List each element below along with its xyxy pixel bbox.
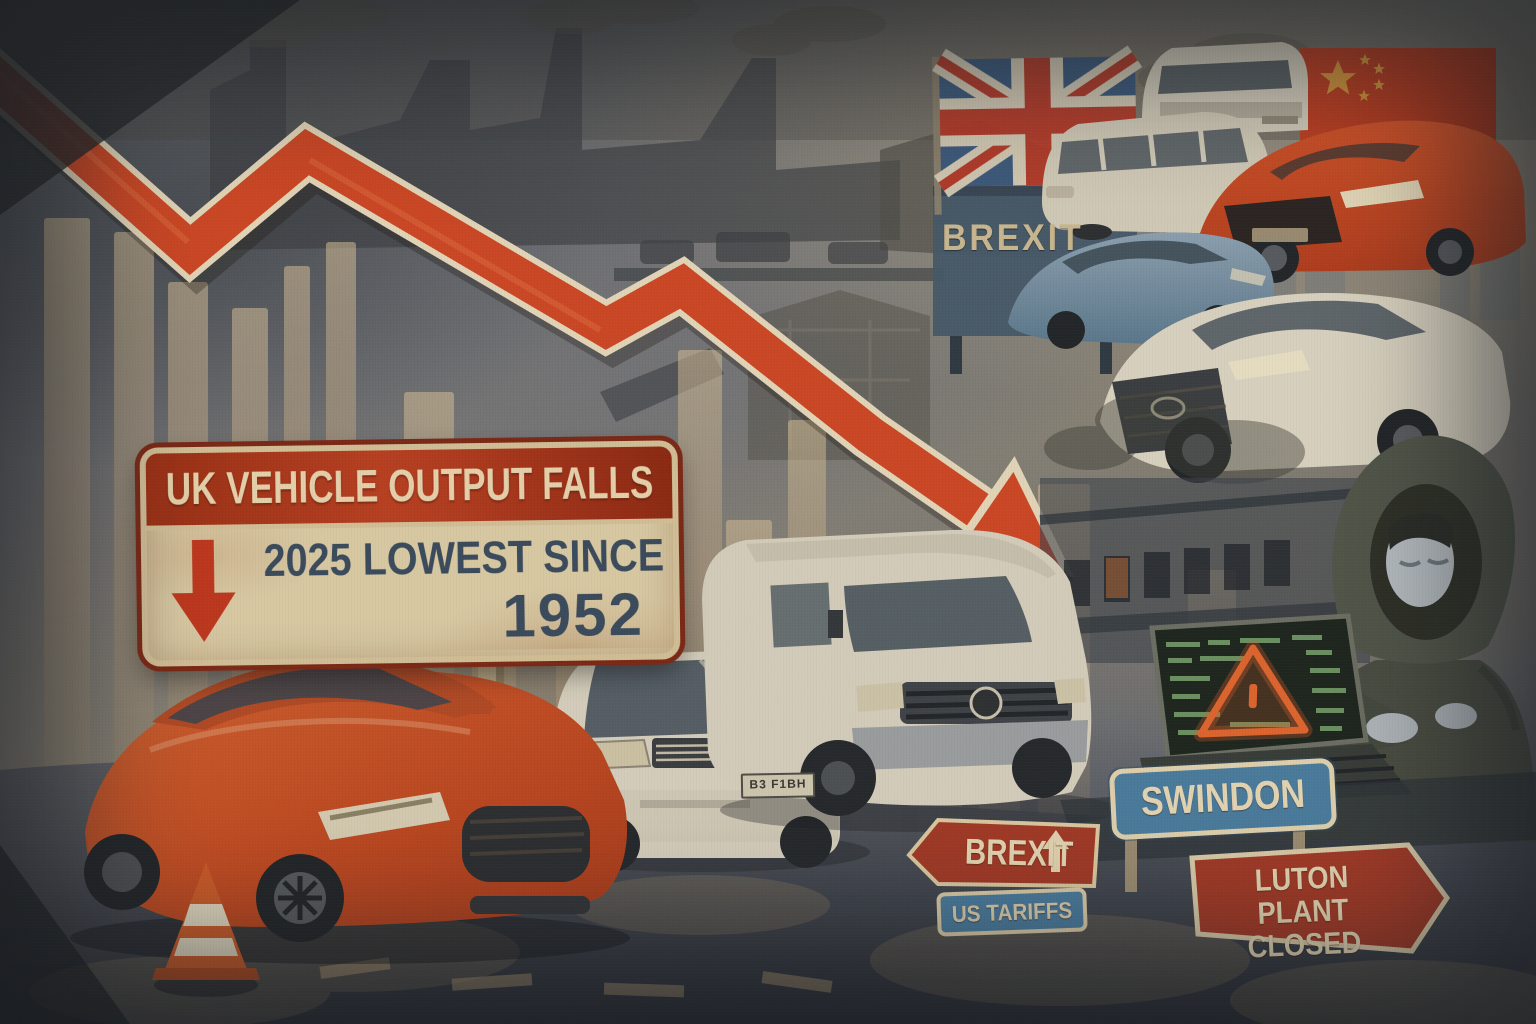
headline-sign-header: UK VEHICLE OUTPUT FALLS	[145, 446, 673, 531]
headline-line2: 1952	[501, 580, 645, 650]
brexit-sign-label: BREXIT	[964, 830, 1074, 875]
luton-line1: LUTON PLANT	[1254, 859, 1350, 931]
down-arrow-icon	[171, 539, 236, 642]
brexit-billboard-label: BREXIT	[942, 217, 1084, 258]
license-plate: B3 F1BH	[740, 772, 816, 799]
us-tariffs-sign-label: US TARIFFS	[951, 896, 1073, 928]
luton-sign-label: LUTON PLANT CLOSED	[1213, 859, 1393, 965]
headline-line1: 2025 LOWEST SINCE	[263, 529, 665, 587]
headline-title: UK VEHICLE OUTPUT FALLS	[164, 456, 654, 515]
headline-sign-body: 2025 LOWEST SINCE 1952	[146, 523, 675, 655]
headline-sign: UK VEHICLE OUTPUT FALLS 2025 LOWEST SINC…	[139, 440, 681, 667]
